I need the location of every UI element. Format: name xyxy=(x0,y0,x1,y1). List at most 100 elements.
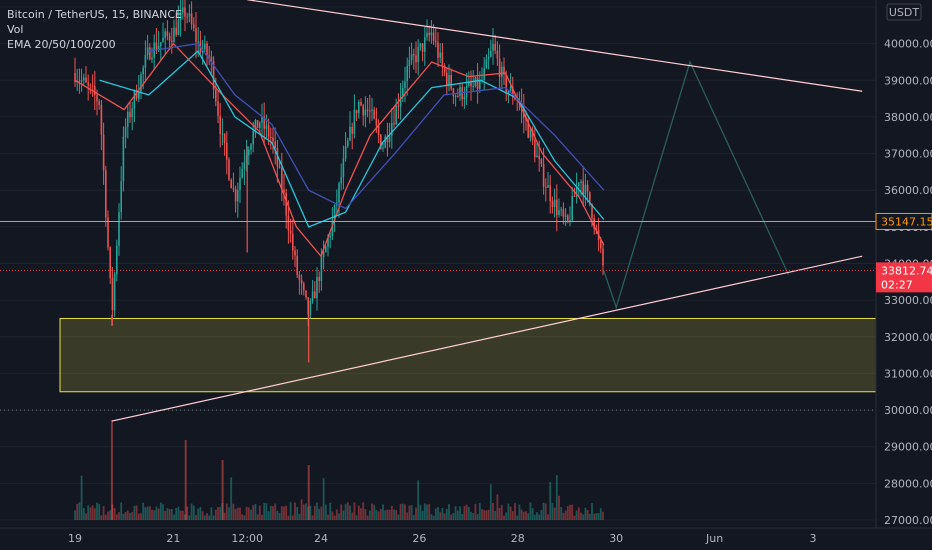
candle-body xyxy=(171,40,173,43)
candle-body xyxy=(219,115,221,134)
price-tick-label: 36000.00 xyxy=(884,184,932,197)
volume-bar xyxy=(254,503,257,520)
currency-badge[interactable]: USDT xyxy=(886,3,922,21)
volume-bar xyxy=(316,502,318,520)
volume-bar xyxy=(283,506,285,520)
horizontal-levels[interactable] xyxy=(0,220,876,271)
candle-body xyxy=(415,55,417,63)
candle-body xyxy=(375,118,378,126)
candle-body xyxy=(305,290,307,298)
volume-bar xyxy=(276,510,279,520)
volume-bar xyxy=(331,511,334,520)
volume-bar xyxy=(441,507,444,520)
volume-bar xyxy=(503,515,505,520)
volume-bar xyxy=(265,503,268,520)
candle-body xyxy=(311,291,314,301)
volume-bar xyxy=(289,502,292,520)
volume-bar xyxy=(406,512,409,520)
volume-bar xyxy=(344,504,347,520)
candle-body xyxy=(179,12,182,21)
time-tick-label: 28 xyxy=(511,532,525,545)
volume-bar xyxy=(122,513,125,520)
candle-body xyxy=(399,97,402,107)
volume-bar xyxy=(340,504,343,520)
volume-bar xyxy=(153,510,156,520)
candle-body xyxy=(402,88,404,98)
candle-body xyxy=(270,136,272,138)
volume-bars xyxy=(74,420,604,520)
candle-body xyxy=(569,220,571,222)
candle-body xyxy=(410,53,413,61)
volume-bar xyxy=(159,502,162,520)
symbol-title[interactable]: Bitcoin / TetherUS, 15, BINANCE xyxy=(7,8,183,21)
volume-bar xyxy=(338,513,340,520)
candle-body xyxy=(289,230,292,234)
volume-bar xyxy=(580,512,582,520)
candle-body xyxy=(182,7,184,13)
last-price-tag-label: 33812.74 xyxy=(881,264,932,277)
volume-bar xyxy=(267,511,270,520)
candle-body xyxy=(127,111,129,127)
candle-body xyxy=(391,123,393,136)
volume-bar xyxy=(591,503,593,520)
volume-bar xyxy=(373,504,376,520)
volume-bar xyxy=(450,514,453,520)
price-tick-label: 37000.00 xyxy=(884,148,932,161)
volume-bar xyxy=(353,502,356,520)
volume-bar xyxy=(311,515,314,520)
volume-bar xyxy=(247,507,250,520)
ema-legend[interactable]: EMA 20/50/100/200 xyxy=(7,38,116,51)
volume-bar xyxy=(564,510,567,520)
candle-body xyxy=(483,68,485,81)
volume-legend[interactable]: Vol xyxy=(7,23,24,36)
volume-bar xyxy=(320,506,323,520)
candle-body xyxy=(452,88,455,97)
volume-bar xyxy=(349,505,351,520)
candle-body xyxy=(164,31,166,38)
volume-bar xyxy=(124,512,127,520)
support-zone[interactable] xyxy=(59,317,877,393)
time-axis[interactable]: 19 21 12:00 24 26 28 30 Jun 3 xyxy=(0,527,932,545)
candle-body xyxy=(230,179,232,189)
candle-body xyxy=(485,59,488,69)
volume-bar xyxy=(278,512,281,520)
volume-bar xyxy=(274,503,277,520)
candle-body xyxy=(98,101,100,105)
volume-bar xyxy=(430,514,433,520)
volume-bar xyxy=(573,515,576,520)
volume-bar xyxy=(144,507,147,520)
volume-bar xyxy=(426,504,428,520)
chart-legend: Bitcoin / TetherUS, 15, BINANCE Vol EMA … xyxy=(7,7,182,52)
candle-body xyxy=(221,133,224,135)
trendlines[interactable] xyxy=(111,0,863,422)
volume-bar xyxy=(351,512,354,520)
volume-bar xyxy=(133,505,136,520)
volume-bar xyxy=(296,507,299,520)
volume-bar xyxy=(417,480,420,520)
candle-body xyxy=(329,236,331,238)
volume-bar xyxy=(126,510,129,520)
volume-bar xyxy=(309,505,312,520)
candle-body xyxy=(94,86,96,96)
volume-bar xyxy=(333,515,336,520)
volume-bar xyxy=(243,515,246,520)
candle-body xyxy=(468,82,470,86)
projection-path[interactable] xyxy=(603,60,789,310)
candle-body xyxy=(380,134,382,149)
candle-body xyxy=(215,89,217,102)
candle-body xyxy=(118,212,120,246)
volume-bar xyxy=(470,511,472,520)
candle-body xyxy=(338,183,340,203)
volume-bar xyxy=(527,513,530,520)
candle-body xyxy=(105,170,107,218)
volume-bar xyxy=(386,509,389,520)
price-tick-label: 28000.00 xyxy=(884,477,932,490)
candle-body xyxy=(432,32,435,42)
volume-bar xyxy=(239,507,241,520)
candle-body xyxy=(162,37,164,43)
candle-body xyxy=(558,210,560,215)
volume-bar xyxy=(118,512,120,520)
candle-body xyxy=(578,182,580,187)
